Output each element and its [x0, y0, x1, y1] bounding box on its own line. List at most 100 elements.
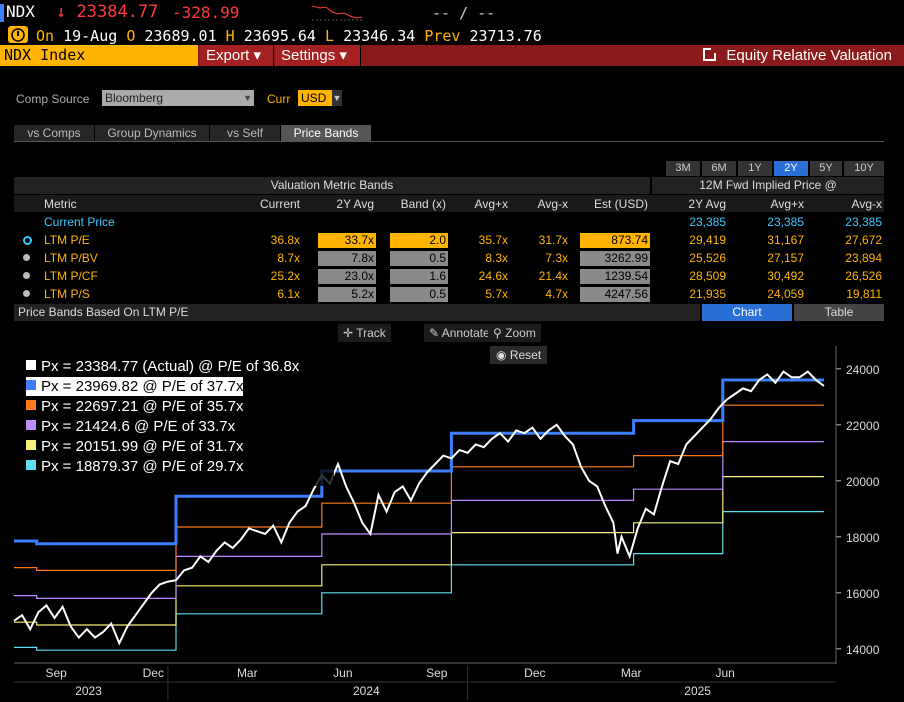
- metric-radio-icon[interactable]: [23, 290, 30, 297]
- col-avg-minus: Avg-x: [537, 197, 568, 211]
- y-tick-label: 22000: [846, 419, 880, 433]
- metric-band: 0.5: [390, 251, 448, 266]
- chart-view-button[interactable]: Chart: [702, 304, 792, 321]
- zoom-label: Zoom: [505, 326, 536, 340]
- metric-radio-icon[interactable]: [23, 254, 30, 261]
- high-label: H: [225, 27, 235, 45]
- settings-button[interactable]: Settings ▾: [275, 45, 361, 66]
- x-month-label: Sep: [426, 666, 448, 680]
- net-change: -328.99: [172, 3, 240, 22]
- legend-label: Px = 21424.6 @ P/E of 33.7x: [41, 418, 236, 435]
- y-tick-label: 18000: [846, 531, 880, 545]
- col-est: Est (USD): [594, 197, 648, 211]
- metric-band: 1.6: [390, 269, 448, 284]
- y-tick-label: 16000: [846, 587, 880, 601]
- legend-swatch: [26, 460, 36, 470]
- period-5y[interactable]: 5Y: [810, 161, 842, 176]
- metric-est: 873.74: [580, 233, 650, 248]
- legend-item-band-3[interactable]: Px = 21424.6 @ P/E of 33.7x: [26, 417, 235, 436]
- metric-2y-avg: 33.7x: [318, 233, 376, 248]
- export-button[interactable]: Export ▾: [200, 45, 274, 66]
- sparkline-icon: [312, 5, 362, 21]
- zoom-button[interactable]: ⚲ Zoom: [488, 324, 541, 342]
- metric-row[interactable]: LTM P/CF 25.2x 23.0x 1.6 24.6x 21.4x 1239.54 28…: [14, 268, 884, 285]
- col-avg-plus: Avg+x: [474, 197, 508, 211]
- metric-band: 0.5: [390, 287, 448, 302]
- metric-row[interactable]: LTM P/BV 8.7x 7.8x 0.5 8.3x 7.3x 3262.99 25,526…: [14, 250, 884, 267]
- metric-radio-icon[interactable]: [23, 272, 30, 279]
- y-tick-label: 24000: [846, 363, 880, 377]
- track-label: Track: [356, 326, 386, 340]
- implied-avg-minus: 27,672: [845, 233, 882, 247]
- legend-item-band-2[interactable]: Px = 22697.21 @ P/E of 35.7x: [26, 397, 243, 416]
- reset-button[interactable]: ◉ Reset: [490, 346, 548, 364]
- function-title: Equity Relative Valuation: [703, 45, 892, 66]
- implied-2y-avg: 29,419: [689, 233, 726, 247]
- tab-vs-self[interactable]: vs Self: [210, 125, 281, 141]
- tab-vs-comps[interactable]: vs Comps: [14, 125, 95, 141]
- actual-price-line: [13, 370, 825, 646]
- metric-avg-plus: 8.3x: [485, 251, 508, 265]
- annotate-label: Annotate: [441, 326, 490, 340]
- pencil-icon: ✎: [429, 326, 440, 340]
- metric-name: LTM P/BV: [44, 251, 98, 265]
- implied-avg-plus: 27,157: [767, 251, 804, 265]
- period-6m[interactable]: 6M: [702, 161, 736, 176]
- legend-swatch: [26, 420, 36, 430]
- track-button[interactable]: ✛ Track: [338, 324, 391, 342]
- metric-row[interactable]: LTM P/E 36.8x 33.7x 2.0 35.7x 31.7x 873.74 29,4…: [14, 232, 884, 249]
- legend-item-actual[interactable]: Px = 23384.77 (Actual) @ P/E of 36.8x: [26, 357, 299, 376]
- annotate-button[interactable]: ✎ Annotate: [424, 324, 495, 342]
- metric-avg-minus: 4.7x: [545, 287, 568, 301]
- metric-name: LTM P/E: [44, 233, 90, 247]
- legend-item-band-1[interactable]: Px = 23969.82 @ P/E of 37.7x: [26, 377, 244, 396]
- metric-2y-avg: 7.8x: [318, 251, 376, 266]
- current-price-label: Current Price: [44, 215, 115, 229]
- tab-price-bands[interactable]: Price Bands: [281, 125, 372, 141]
- x-month-label: Jun: [716, 666, 735, 680]
- implied-price-header: 12M Fwd Implied Price @: [652, 177, 884, 194]
- magnifier-icon: ⚲: [493, 326, 502, 340]
- external-link-icon[interactable]: [703, 47, 718, 61]
- period-2y[interactable]: 2Y: [774, 161, 808, 176]
- currency-select[interactable]: USD ▼: [298, 90, 342, 106]
- reset-icon: ◉: [496, 348, 507, 362]
- metric-avg-plus: 24.6x: [478, 269, 508, 283]
- implied-avg-plus: 31,167: [767, 233, 804, 247]
- column-header-row: [14, 195, 884, 212]
- tab-divider: [14, 141, 884, 142]
- ticker-symbol[interactable]: NDX: [6, 2, 35, 21]
- chart-legend: Px = 23384.77 (Actual) @ P/E of 36.8x Px…: [18, 354, 334, 486]
- reset-label: Reset: [509, 348, 542, 362]
- current-price-p3: 23,385: [845, 215, 882, 229]
- chevron-down-icon: ▼: [243, 93, 252, 103]
- legend-swatch: [26, 380, 36, 390]
- metric-current: 8.7x: [277, 251, 300, 265]
- current-price-p2: 23,385: [767, 215, 804, 229]
- alert-icon[interactable]: [8, 26, 28, 43]
- legend-item-band-5[interactable]: Px = 18879.37 @ P/E of 29.7x: [26, 457, 243, 476]
- metric-avg-plus: 35.7x: [478, 233, 508, 247]
- legend-item-band-4[interactable]: Px = 20151.99 @ P/E of 31.7x: [26, 437, 243, 456]
- implied-avg-plus: 24,059: [767, 287, 804, 301]
- x-month-label: Mar: [237, 666, 258, 680]
- metric-row[interactable]: LTM P/S 6.1x 5.2x 0.5 5.7x 4.7x 4247.56 21,935 2…: [14, 286, 884, 303]
- security-name[interactable]: NDX Index: [0, 45, 198, 66]
- comp-source-select[interactable]: Bloomberg ▼: [102, 90, 254, 106]
- period-10y[interactable]: 10Y: [844, 161, 884, 176]
- table-view-button[interactable]: Table: [794, 304, 884, 321]
- prev-value: 23713.76: [469, 27, 542, 45]
- implied-2y-avg: 25,526: [689, 251, 726, 265]
- period-3m[interactable]: 3M: [666, 161, 700, 176]
- period-1y[interactable]: 1Y: [738, 161, 772, 176]
- tab-group-dynamics[interactable]: Group Dynamics: [95, 125, 210, 141]
- band-line-b5: [14, 511, 824, 651]
- comp-source-label: Comp Source: [16, 92, 90, 106]
- metric-radio-icon[interactable]: [23, 236, 32, 245]
- x-month-label: Dec: [143, 666, 164, 680]
- legend-label: Px = 23384.77 (Actual) @ P/E of 36.8x: [41, 358, 300, 375]
- metric-avg-minus: 7.3x: [545, 251, 568, 265]
- currency-label: Curr: [267, 92, 291, 106]
- legend-label: Px = 22697.21 @ P/E of 35.7x: [41, 398, 244, 415]
